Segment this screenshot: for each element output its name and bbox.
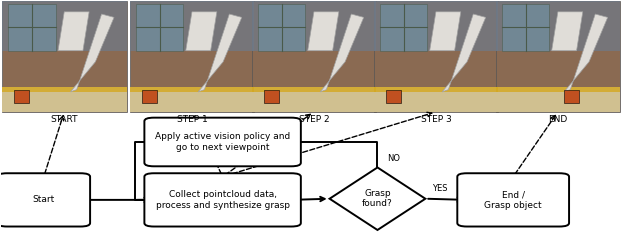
Bar	[2, 87, 127, 112]
FancyBboxPatch shape	[145, 173, 301, 226]
Bar	[380, 4, 427, 51]
Text: STEP 2: STEP 2	[299, 115, 329, 124]
Bar	[258, 4, 305, 51]
Bar	[502, 4, 549, 51]
Bar	[495, 1, 620, 51]
Bar	[15, 90, 29, 103]
Bar	[495, 87, 620, 92]
Bar	[8, 4, 56, 51]
Bar	[2, 87, 127, 92]
Polygon shape	[198, 14, 242, 92]
Polygon shape	[330, 168, 426, 230]
Bar	[374, 1, 498, 112]
Polygon shape	[58, 12, 89, 51]
Polygon shape	[70, 14, 114, 92]
Bar	[130, 87, 254, 112]
FancyBboxPatch shape	[458, 173, 569, 226]
Text: Start: Start	[33, 195, 55, 204]
Bar	[374, 87, 498, 92]
Text: NO: NO	[387, 154, 400, 163]
Bar	[495, 1, 620, 112]
Text: End /
Grasp object: End / Grasp object	[484, 190, 542, 209]
Bar	[252, 1, 376, 51]
Text: STEP 3: STEP 3	[420, 115, 451, 124]
Text: YES: YES	[432, 184, 447, 193]
Bar	[564, 90, 579, 103]
Bar	[252, 87, 376, 92]
Bar	[386, 90, 401, 103]
Polygon shape	[564, 14, 608, 92]
Text: Collect pointcloud data,
process and synthesize grasp: Collect pointcloud data, process and syn…	[156, 190, 290, 209]
Polygon shape	[320, 14, 364, 92]
Text: Apply active vision policy and
go to next viewpoint: Apply active vision policy and go to nex…	[155, 132, 290, 152]
Text: END: END	[548, 115, 568, 124]
Text: STEP 1: STEP 1	[177, 115, 207, 124]
Bar	[130, 1, 254, 51]
Text: START: START	[51, 115, 78, 124]
Bar	[142, 90, 157, 103]
Polygon shape	[308, 12, 339, 51]
FancyBboxPatch shape	[0, 173, 90, 226]
Bar	[252, 1, 376, 112]
Polygon shape	[186, 12, 217, 51]
Text: Grasp
found?: Grasp found?	[362, 189, 393, 209]
Bar	[374, 87, 498, 112]
Bar	[374, 1, 498, 51]
Bar	[252, 87, 376, 112]
Bar	[2, 1, 127, 51]
Polygon shape	[552, 12, 583, 51]
Bar	[130, 87, 254, 92]
Bar	[264, 90, 279, 103]
Bar	[136, 4, 183, 51]
Bar	[495, 87, 620, 112]
FancyBboxPatch shape	[145, 118, 301, 166]
Polygon shape	[429, 12, 461, 51]
Polygon shape	[442, 14, 486, 92]
Bar	[2, 1, 127, 112]
Bar	[130, 1, 254, 112]
